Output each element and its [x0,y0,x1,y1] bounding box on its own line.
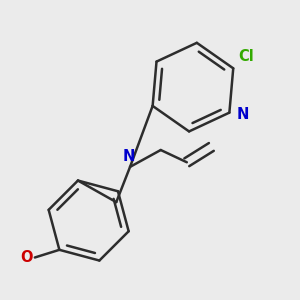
Text: N: N [237,107,249,122]
Text: Cl: Cl [238,49,254,64]
Text: O: O [20,250,32,265]
Text: N: N [122,149,135,164]
